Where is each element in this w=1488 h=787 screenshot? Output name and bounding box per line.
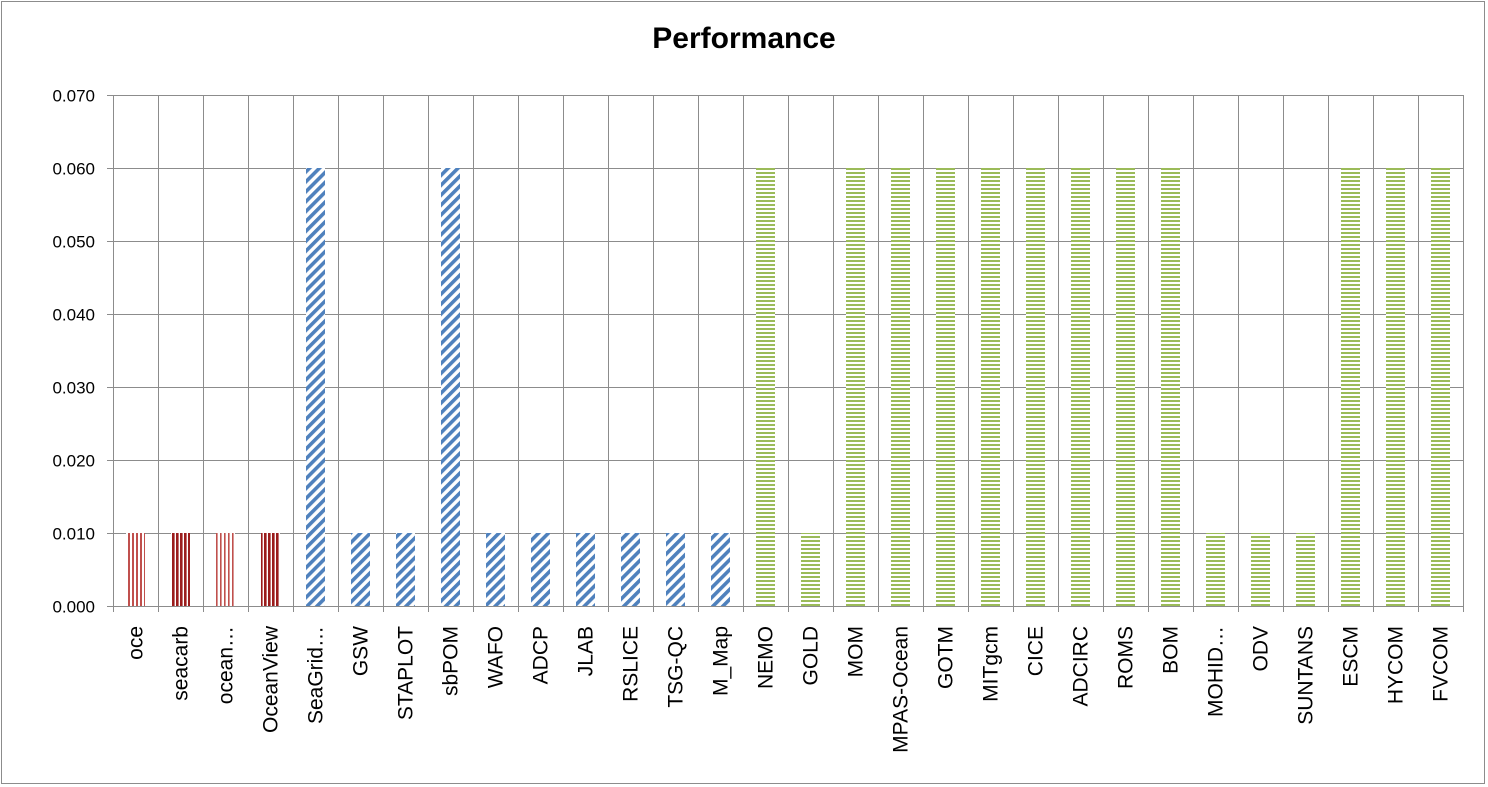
bar-suntans (1296, 533, 1315, 606)
x-category-label: ADCIRC (1070, 626, 1093, 707)
bar-gsw (351, 533, 370, 606)
bar-m-map (711, 533, 730, 606)
bar-mohid (1206, 533, 1225, 606)
bar-wafo (486, 533, 505, 606)
x-category-label: NEMO (755, 626, 778, 689)
bar-bom (1161, 168, 1180, 606)
x-category-label: FVCOM (1430, 626, 1453, 702)
x-category-label: BOM (1160, 626, 1183, 674)
bar-jlab (576, 533, 595, 606)
bar-oceanview (261, 533, 280, 606)
y-tick-label: 0.060 (52, 160, 95, 179)
x-category-label: MOHID… (1205, 626, 1228, 717)
x-category-label: STAPLOT (395, 626, 418, 720)
x-category-label: MPAS-Ocean (890, 626, 913, 753)
x-category-label: oce (125, 626, 148, 660)
bar-roms (1116, 168, 1135, 606)
bar-oce (126, 533, 145, 606)
bar-cice (1026, 168, 1045, 606)
y-tick-label: 0.050 (52, 233, 95, 252)
x-category-label: GOLD (800, 626, 823, 686)
x-category-label: RSLICE (620, 626, 643, 702)
x-category-label: SUNTANS (1295, 626, 1318, 725)
x-category-label: ROMS (1115, 626, 1138, 689)
y-tick-label: 0.000 (52, 598, 95, 617)
x-category-label: ESCM (1340, 626, 1363, 687)
x-category-label: ocean… (215, 626, 238, 704)
bar-mpas-ocean (891, 168, 910, 606)
bar-mom (846, 168, 865, 606)
x-category-label: OceanView (260, 625, 283, 733)
x-category-label: CICE (1025, 626, 1048, 676)
bar-hycom (1386, 168, 1405, 606)
x-category-label: M_Map (710, 626, 733, 696)
bar-seacarb (171, 533, 190, 606)
x-category-label: MITgcm (980, 626, 1003, 702)
y-tick-label: 0.020 (52, 452, 95, 471)
y-tick-label: 0.010 (52, 525, 95, 544)
x-category-label: ADCP (530, 626, 553, 684)
bar-gold (801, 533, 820, 606)
gridlines (107, 95, 1464, 612)
x-category-label: TSG-QC (665, 626, 688, 708)
x-category-label: WAFO (485, 626, 508, 688)
bar-adcp (531, 533, 550, 606)
x-category-label: sbPOM (440, 626, 463, 696)
bar-rslice (621, 533, 640, 606)
y-tick-label: 0.030 (52, 379, 95, 398)
x-category-label: SeaGrid… (305, 626, 328, 724)
x-category-label: MOM (845, 626, 868, 677)
bar-escm (1341, 168, 1360, 606)
bar-staplot (396, 533, 415, 606)
bar-adcirc (1071, 168, 1090, 606)
bar-ocean (216, 533, 235, 606)
x-axis-labels: oce seacarb ocean… OceanView SeaGrid… GSW STAP… (125, 625, 1453, 753)
bar-tsg-qc (666, 533, 685, 606)
x-category-label: seacarb (170, 626, 193, 701)
bar-sbpom (441, 168, 460, 606)
bar-gotm (936, 168, 955, 606)
x-category-label: GSW (350, 626, 373, 676)
y-tick-label: 0.070 (52, 87, 95, 106)
bar-fvcom (1431, 168, 1450, 606)
bars (126, 168, 1450, 606)
x-category-label: GOTM (935, 626, 958, 689)
chart-title: Performance (652, 22, 836, 55)
y-tick-label: 0.040 (52, 306, 95, 325)
x-category-label: ODV (1250, 626, 1273, 672)
y-axis-ticks: 0.000 0.010 0.020 0.030 0.040 0.050 0.060 0.070 (52, 87, 95, 617)
bar-seagrid (306, 168, 325, 606)
x-category-label: HYCOM (1385, 626, 1408, 704)
bar-odv (1251, 533, 1270, 606)
bar-nemo (756, 168, 775, 606)
x-category-label: JLAB (575, 626, 598, 676)
bar-mitgcm (981, 168, 1000, 606)
